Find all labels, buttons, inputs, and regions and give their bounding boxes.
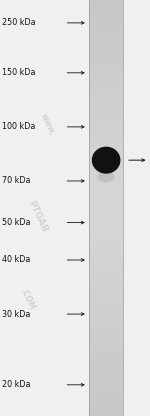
Bar — [89, 177, 123, 182]
Bar — [89, 291, 123, 296]
Bar — [89, 281, 123, 286]
Bar — [89, 36, 123, 42]
Bar — [89, 114, 123, 119]
Bar — [89, 401, 123, 406]
Text: 30 kDa: 30 kDa — [2, 310, 30, 319]
Ellipse shape — [98, 171, 115, 182]
Bar — [89, 73, 123, 78]
Text: 100 kDa: 100 kDa — [2, 122, 35, 131]
Bar — [89, 42, 123, 47]
Bar — [89, 187, 123, 192]
Bar — [89, 0, 123, 5]
Bar — [89, 57, 123, 62]
Bar — [89, 47, 123, 52]
Bar — [89, 333, 123, 338]
Bar — [89, 151, 123, 156]
Bar — [89, 156, 123, 161]
Bar — [89, 338, 123, 343]
Bar — [89, 83, 123, 88]
Bar — [89, 10, 123, 15]
Bar — [89, 359, 123, 364]
Bar — [89, 224, 123, 229]
Bar — [89, 109, 123, 114]
Bar — [89, 354, 123, 359]
Bar — [89, 307, 123, 312]
Bar — [89, 62, 123, 67]
Bar — [89, 52, 123, 57]
Bar — [89, 203, 123, 208]
Bar — [89, 182, 123, 187]
Bar — [89, 99, 123, 104]
Bar — [89, 312, 123, 317]
Bar — [89, 67, 123, 73]
Bar — [89, 255, 123, 260]
Bar — [89, 349, 123, 354]
Text: 150 kDa: 150 kDa — [2, 68, 35, 77]
Bar — [89, 343, 123, 348]
Text: 50 kDa: 50 kDa — [2, 218, 30, 227]
Bar — [89, 322, 123, 328]
Bar — [89, 198, 123, 203]
Bar — [89, 140, 123, 146]
Bar — [89, 270, 123, 276]
Bar — [89, 302, 123, 307]
Ellipse shape — [92, 146, 120, 174]
Bar — [89, 250, 123, 255]
Text: .COM: .COM — [18, 287, 36, 312]
Bar — [89, 406, 123, 411]
Bar — [89, 297, 123, 302]
Bar — [89, 364, 123, 369]
Bar — [89, 104, 123, 109]
Bar — [89, 208, 123, 213]
Bar — [89, 171, 123, 177]
Bar — [89, 88, 123, 94]
Bar — [89, 135, 123, 141]
Bar — [89, 275, 123, 281]
Text: www.: www. — [39, 112, 57, 137]
Bar — [89, 161, 123, 166]
Bar — [89, 265, 123, 270]
Bar — [89, 5, 123, 10]
Bar — [89, 411, 123, 416]
Bar — [89, 390, 123, 395]
Bar — [89, 166, 123, 171]
Bar — [89, 15, 123, 21]
Text: 70 kDa: 70 kDa — [2, 176, 30, 186]
Bar — [89, 229, 123, 234]
Text: 40 kDa: 40 kDa — [2, 255, 30, 265]
Bar — [89, 130, 123, 135]
Bar — [89, 125, 123, 130]
Bar — [89, 260, 123, 265]
Bar — [89, 31, 123, 36]
Bar — [89, 21, 123, 26]
Bar — [89, 78, 123, 83]
Bar — [89, 26, 123, 31]
Bar — [89, 213, 123, 218]
Bar — [89, 286, 123, 291]
Bar — [89, 317, 123, 322]
Bar — [89, 120, 123, 125]
Bar — [89, 94, 123, 99]
Bar — [89, 244, 123, 250]
Text: 250 kDa: 250 kDa — [2, 18, 35, 27]
Bar — [89, 327, 123, 333]
Bar — [89, 234, 123, 239]
Bar — [89, 146, 123, 151]
Text: PTGAB: PTGAB — [26, 199, 49, 234]
Bar — [89, 374, 123, 380]
Bar — [89, 379, 123, 385]
Bar — [89, 218, 123, 224]
Bar — [89, 192, 123, 198]
Bar — [89, 395, 123, 400]
Bar — [89, 369, 123, 374]
Bar — [89, 385, 123, 390]
Bar — [89, 239, 123, 244]
Text: 20 kDa: 20 kDa — [2, 380, 30, 389]
